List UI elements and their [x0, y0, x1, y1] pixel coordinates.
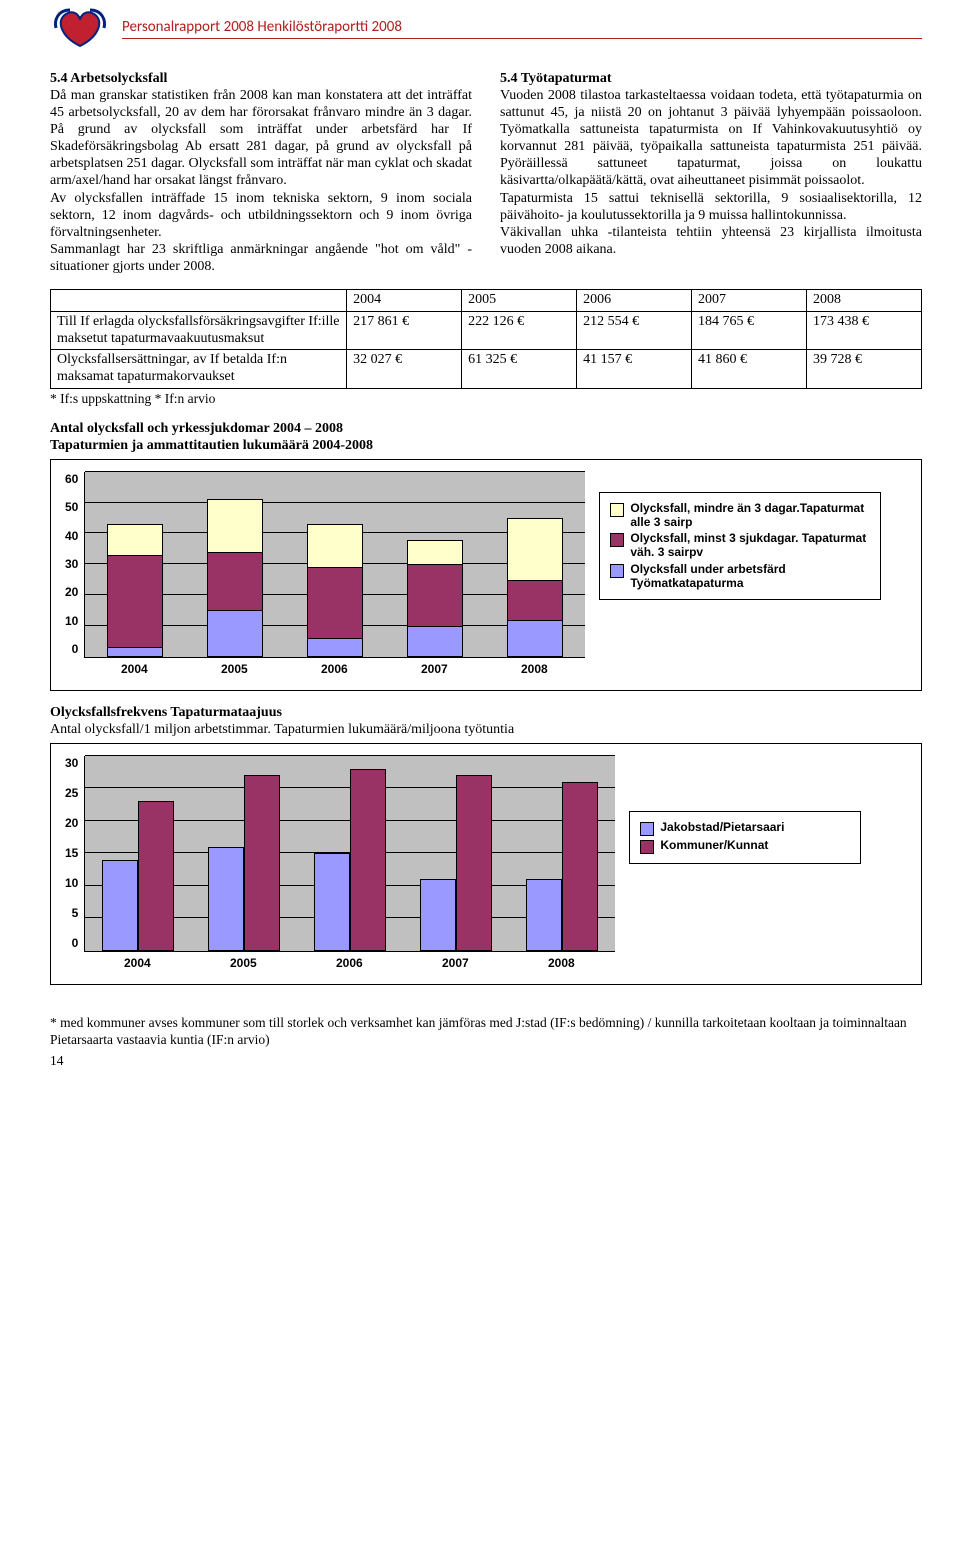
cell: 222 126 € — [462, 311, 577, 350]
chart1-xaxis: 20042005200620072008 — [84, 662, 584, 676]
chart1-legend: Olycksfall, mindre än 3 dagar.Tapaturmat… — [599, 492, 881, 601]
header-title: Personalrapport 2008 Henkilöstöraportti … — [122, 18, 922, 39]
right-section-title: 5.4 Työtapaturmat — [500, 71, 611, 86]
chart1-box: 6050403020100 20042005200620072008 Olyck… — [50, 459, 922, 691]
col-year: 2006 — [577, 289, 692, 311]
data-table-wrap: 2004 2005 2006 2007 2008 Till If erlagda… — [50, 289, 922, 407]
page-header: Personalrapport 2008 Henkilöstöraportti … — [50, 0, 922, 50]
cell: 39 728 € — [807, 350, 922, 389]
table-header-row: 2004 2005 2006 2007 2008 — [51, 289, 922, 311]
chart2-title-line2: Antal olycksfall/1 miljon arbetstimmar. … — [50, 722, 514, 737]
two-column-text: 5.4 Arbetsolycksfall Då man granskar sta… — [50, 70, 922, 275]
logo-icon — [50, 6, 110, 50]
cell: 41 157 € — [577, 350, 692, 389]
cell: 41 860 € — [692, 350, 807, 389]
chart2-title-line1: Olycksfallsfrekvens Tapaturmataajuus — [50, 705, 282, 720]
cell: 173 438 € — [807, 311, 922, 350]
cell: 61 325 € — [462, 350, 577, 389]
col-year: 2007 — [692, 289, 807, 311]
chart2-xaxis: 20042005200620072008 — [84, 956, 614, 970]
table-blank-header — [51, 289, 347, 311]
col-year: 2004 — [347, 289, 462, 311]
page-number: 14 — [50, 1053, 922, 1069]
col-year: 2008 — [807, 289, 922, 311]
cell: 184 765 € — [692, 311, 807, 350]
chart2-legend: Jakobstad/PietarsaariKommuner/Kunnat — [629, 811, 861, 864]
right-body: Vuoden 2008 tilastoa tarkasteltaessa voi… — [500, 88, 922, 257]
chart2-plot — [84, 756, 615, 952]
table-row: Olycksfallsersättningar, av If betalda I… — [51, 350, 922, 389]
cell: 212 554 € — [577, 311, 692, 350]
bottom-footnote: * med kommuner avses kommuner som till s… — [50, 1015, 922, 1049]
chart2-title: Olycksfallsfrekvens Tapaturmataajuus Ant… — [50, 705, 922, 739]
chart2-plot-col: 302520151050 20042005200620072008 — [65, 756, 615, 970]
row-label: Till If erlagda olycksfallsförsäkringsav… — [51, 311, 347, 350]
left-column: 5.4 Arbetsolycksfall Då man granskar sta… — [50, 70, 472, 275]
table-footnote: * If:s uppskattning * If:n arvio — [50, 391, 922, 407]
row-label: Olycksfallsersättningar, av If betalda I… — [51, 350, 347, 389]
chart1-title-line1: Antal olycksfall och yrkessjukdomar 2004… — [50, 421, 343, 436]
left-body: Då man granskar statistiken från 2008 ka… — [50, 88, 472, 274]
chart1-plot — [84, 472, 585, 658]
chart1-title-line2: Tapaturmien ja ammattitautien lukumäärä … — [50, 438, 373, 453]
chart2-box: 302520151050 20042005200620072008 Jakobs… — [50, 743, 922, 985]
chart1-title: Antal olycksfall och yrkessjukdomar 2004… — [50, 421, 922, 455]
right-column: 5.4 Työtapaturmat Vuoden 2008 tilastoa t… — [500, 70, 922, 275]
chart1-plot-col: 6050403020100 20042005200620072008 — [65, 472, 585, 676]
left-section-title: 5.4 Arbetsolycksfall — [50, 71, 167, 86]
cell: 217 861 € — [347, 311, 462, 350]
chart1-yaxis: 6050403020100 — [65, 472, 84, 657]
cell: 32 027 € — [347, 350, 462, 389]
page: Personalrapport 2008 Henkilöstöraportti … — [0, 0, 960, 1089]
chart2-yaxis: 302520151050 — [65, 756, 84, 951]
table-row: Till If erlagda olycksfallsförsäkringsav… — [51, 311, 922, 350]
col-year: 2005 — [462, 289, 577, 311]
data-table: 2004 2005 2006 2007 2008 Till If erlagda… — [50, 289, 922, 389]
